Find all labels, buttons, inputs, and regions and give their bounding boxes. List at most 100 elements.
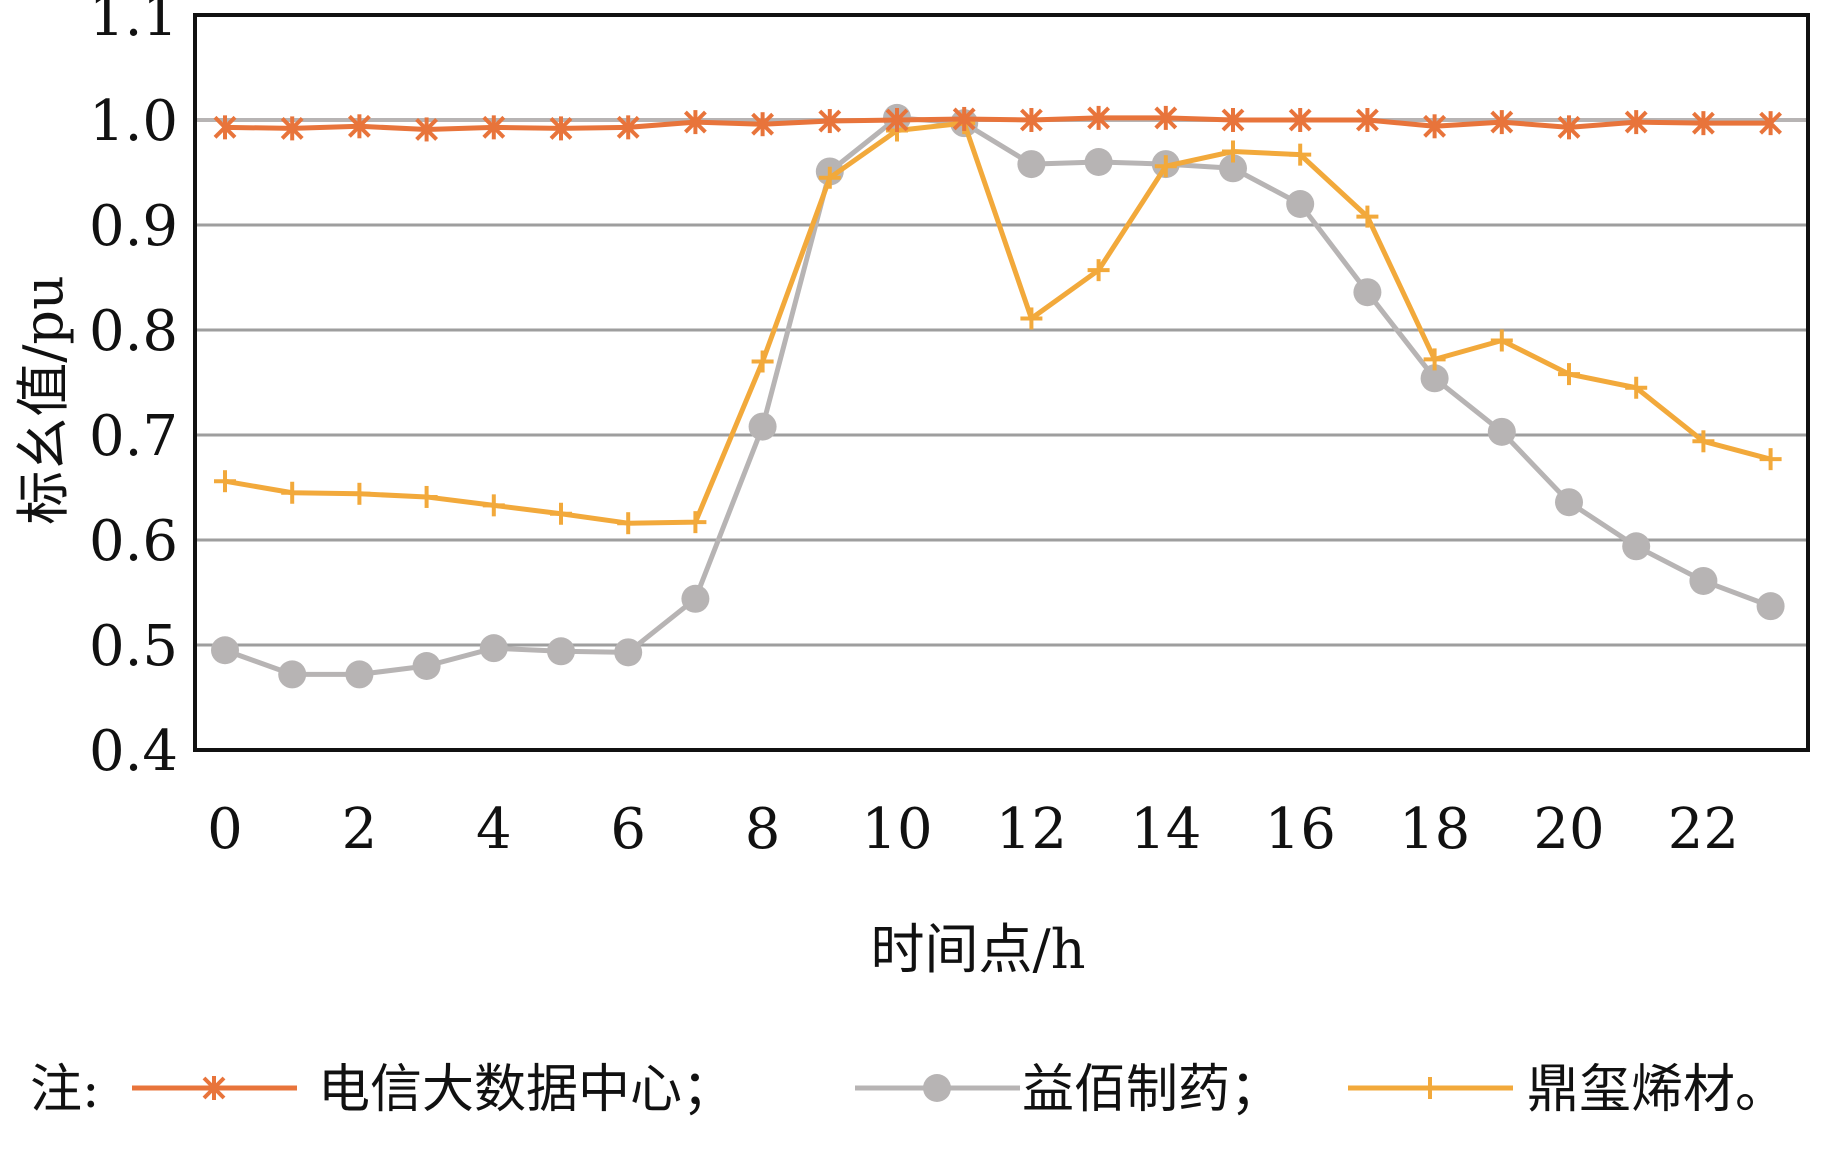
data-point (1288, 108, 1312, 132)
data-point (684, 511, 707, 534)
data-point (1756, 592, 1785, 621)
data-point (1087, 259, 1110, 282)
x-tick-label: 12 (996, 797, 1067, 862)
data-point (345, 660, 374, 689)
data-point (683, 110, 707, 135)
x-axis-ticks: 0 2 4 6 8 10 12 14 16 18 20 22 (207, 797, 1739, 862)
data-point (214, 470, 236, 493)
x-tick-label: 22 (1668, 797, 1739, 862)
data-point (818, 166, 841, 189)
data-point (616, 115, 640, 140)
data-point (885, 108, 909, 132)
y-tick-label: 1.0 (89, 89, 178, 154)
data-point (479, 634, 508, 663)
x-tick-label: 18 (1399, 797, 1470, 862)
x-tick-label: 8 (745, 797, 781, 862)
data-point (1355, 108, 1379, 132)
series-asterisk (213, 105, 1783, 142)
y-tick-label: 1.1 (89, 0, 178, 49)
x-axis-label: 时间点/h (871, 918, 1086, 981)
data-point (278, 660, 307, 689)
x-tick-label: 6 (610, 797, 646, 862)
data-point (614, 638, 643, 667)
data-point (1622, 532, 1651, 561)
legend-label: 电信大数据中心； (318, 1060, 734, 1120)
data-point (1420, 364, 1449, 393)
data-point (211, 636, 239, 665)
data-point (748, 412, 777, 441)
legend-label: 益佰制药； (1022, 1060, 1282, 1120)
data-point (1759, 111, 1783, 136)
x-tick-label: 16 (1265, 797, 1336, 862)
data-point (1759, 448, 1782, 471)
y-tick-label: 0.9 (89, 194, 178, 259)
data-point (1222, 140, 1244, 163)
data-point (1624, 110, 1648, 135)
series-plus (214, 112, 1782, 535)
data-point (1084, 148, 1113, 176)
y-tick-label: 0.7 (89, 404, 178, 469)
data-point (1423, 114, 1447, 139)
legend-swatch-marker (923, 1074, 951, 1102)
series-line (224, 115, 1771, 132)
data-point (415, 117, 439, 142)
data-point (1154, 105, 1178, 130)
data-point (1289, 143, 1312, 166)
y-axis-label: 标幺值/pu (12, 275, 75, 525)
series-circle (211, 103, 1785, 689)
legend-label: 鼎玺烯材。 (1527, 1060, 1787, 1120)
data-point (1087, 105, 1111, 130)
data-point (415, 485, 438, 508)
data-point (348, 482, 371, 505)
y-axis-ticks: 0.4 0.5 0.6 0.7 0.8 0.9 1.0 1.1 (89, 0, 178, 784)
data-point (280, 116, 304, 141)
data-point (213, 115, 237, 140)
data-point (549, 116, 573, 141)
data-point (751, 350, 774, 373)
y-tick-label: 0.4 (89, 719, 178, 784)
data-point (1692, 430, 1715, 453)
data-point (1219, 154, 1247, 183)
data-point (1625, 376, 1648, 399)
data-point (1558, 363, 1580, 386)
data-point (952, 106, 976, 131)
data-point (482, 494, 505, 517)
data-point (1017, 150, 1046, 179)
data-point (751, 112, 775, 137)
x-tick-label: 10 (861, 797, 932, 862)
data-point (1555, 488, 1583, 517)
data-point (1286, 190, 1315, 218)
data-point (1490, 329, 1513, 352)
y-tick-label: 0.6 (89, 509, 178, 574)
x-tick-label: 4 (476, 797, 512, 862)
legend-item: 电信大数据中心； (132, 1060, 734, 1120)
legend-item: 益佰制药； (855, 1060, 1282, 1120)
data-point (1557, 115, 1581, 140)
data-point (482, 115, 506, 140)
legend-swatch-marker (202, 1076, 226, 1100)
legend-swatch-marker (1419, 1077, 1441, 1099)
data-point (281, 481, 304, 504)
data-point (550, 502, 572, 525)
plot-frame (193, 13, 1810, 752)
data-point (412, 652, 441, 680)
series-group (211, 103, 1785, 689)
x-tick-label: 20 (1533, 797, 1604, 862)
data-point (347, 114, 371, 139)
grid-lines (195, 118, 1808, 647)
y-tick-label: 0.5 (89, 614, 178, 679)
data-point (818, 109, 842, 134)
x-tick-label: 0 (207, 797, 243, 862)
data-point (1221, 108, 1245, 132)
series-line (224, 115, 1772, 677)
data-point (1423, 348, 1446, 371)
data-point (1353, 278, 1382, 307)
x-tick-label: 2 (342, 797, 378, 862)
data-point (1689, 566, 1718, 595)
legend-items: 电信大数据中心； 益佰制药； 鼎玺烯材。 (132, 1060, 1787, 1120)
data-point (1490, 110, 1514, 135)
data-point (681, 584, 710, 613)
legend: 注: 电信大数据中心； 益佰制药； 鼎玺烯材。 (30, 1060, 1787, 1120)
y-tick-label: 0.8 (89, 299, 178, 364)
